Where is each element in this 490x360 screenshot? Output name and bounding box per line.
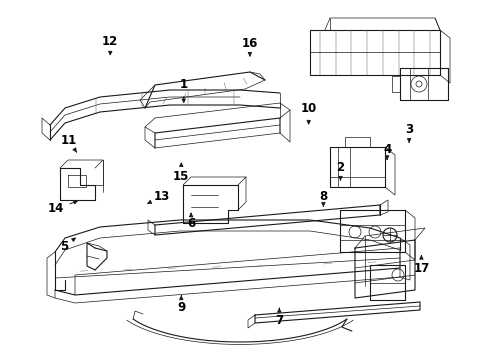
Text: 13: 13 — [148, 190, 170, 203]
Text: 14: 14 — [48, 201, 77, 215]
Text: 10: 10 — [300, 102, 317, 124]
Text: 4: 4 — [383, 143, 391, 159]
Text: 8: 8 — [319, 190, 327, 206]
Text: 11: 11 — [60, 134, 77, 152]
Text: 2: 2 — [337, 161, 344, 180]
Text: 17: 17 — [413, 256, 430, 275]
Text: 5: 5 — [60, 238, 75, 253]
Text: 7: 7 — [275, 308, 283, 327]
Text: 1: 1 — [180, 78, 188, 102]
Text: 9: 9 — [177, 296, 185, 314]
Text: 12: 12 — [102, 35, 119, 55]
Text: 15: 15 — [173, 163, 190, 183]
Text: 3: 3 — [405, 123, 413, 142]
Text: 6: 6 — [187, 213, 195, 230]
Text: 16: 16 — [242, 37, 258, 56]
